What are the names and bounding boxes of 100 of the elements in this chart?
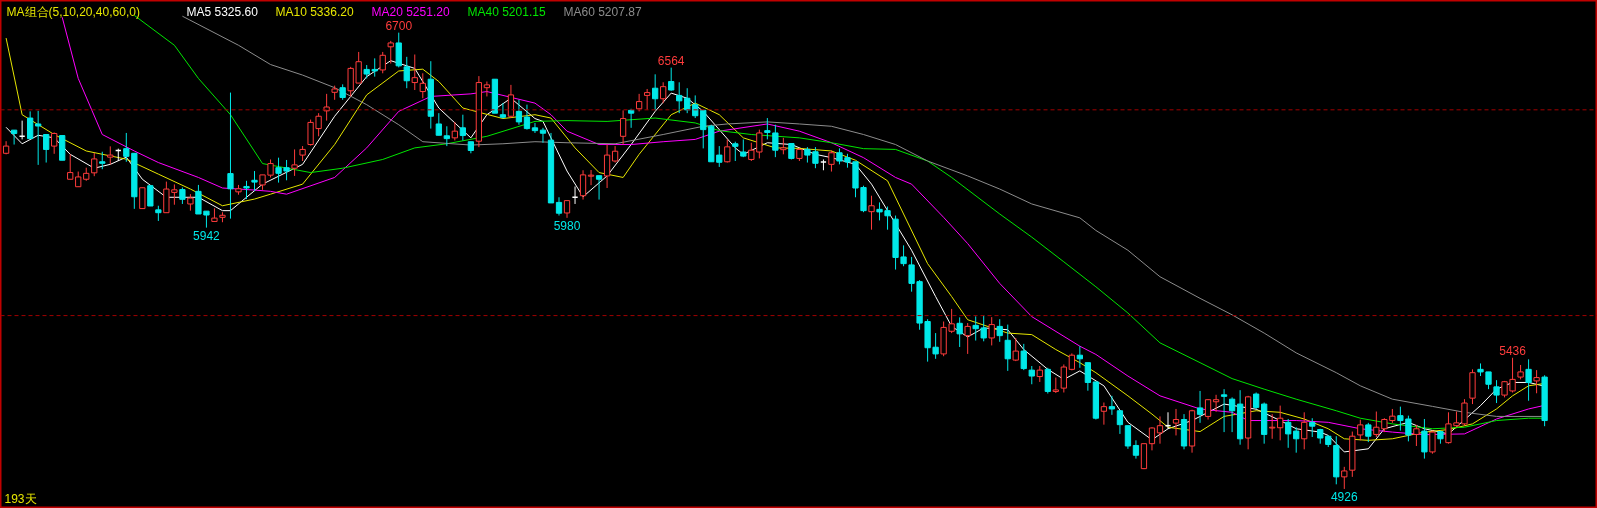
text: MA60 5207.87 xyxy=(563,4,642,19)
candlestick xyxy=(419,72,426,99)
candlestick xyxy=(35,110,42,166)
candlestick xyxy=(291,148,298,177)
candlestick xyxy=(1044,367,1051,395)
candlestick xyxy=(515,99,523,126)
candlestick xyxy=(10,129,18,146)
candlestick xyxy=(1148,426,1156,451)
candlestick xyxy=(676,81,683,114)
candlestick xyxy=(379,51,386,74)
candlestick xyxy=(523,104,531,131)
candlestick xyxy=(1413,424,1420,447)
candlestick xyxy=(139,187,146,210)
candlestick xyxy=(1365,422,1372,443)
candlestick xyxy=(1357,419,1364,441)
candlestick xyxy=(227,92,234,220)
candlestick xyxy=(1493,379,1500,404)
candlestick xyxy=(1196,390,1204,424)
candlestick xyxy=(1533,369,1540,394)
candlestick xyxy=(724,138,731,164)
candlestick xyxy=(1084,362,1092,392)
candlestick xyxy=(1028,365,1035,385)
annotation: 6700 xyxy=(385,18,413,33)
candlestick xyxy=(107,145,114,165)
candlestick xyxy=(387,40,394,65)
candlestick xyxy=(451,121,458,141)
candlestick xyxy=(507,84,515,119)
candlestick xyxy=(772,124,779,158)
candlestick xyxy=(644,88,651,111)
text: MA10 5336.20 xyxy=(275,4,354,19)
candlestick xyxy=(1156,415,1164,445)
candlestick xyxy=(555,196,563,217)
candlestick xyxy=(1269,413,1276,440)
candlestick xyxy=(988,316,995,346)
candlestick xyxy=(243,180,250,200)
candlestick xyxy=(627,108,635,129)
candlestick xyxy=(1341,466,1348,490)
candlestick xyxy=(411,54,418,91)
candlestick xyxy=(964,322,971,355)
candlestick xyxy=(1204,398,1212,420)
text: MA40 5201.15 xyxy=(467,4,546,19)
text: MA20 5251.20 xyxy=(371,4,450,19)
candlestick xyxy=(1060,363,1067,393)
candlestick xyxy=(619,109,627,146)
candlestick xyxy=(1212,394,1220,413)
annotation: 4926 xyxy=(1330,489,1358,504)
candlestick xyxy=(868,195,875,231)
candlestick xyxy=(1277,405,1284,441)
candlestick xyxy=(395,32,402,68)
candlestick xyxy=(267,158,274,178)
candlestick xyxy=(323,93,330,122)
candlestick xyxy=(1132,439,1140,460)
candlestick xyxy=(1301,411,1308,450)
candlestick xyxy=(1285,418,1292,449)
candlestick xyxy=(603,144,611,189)
candlestick xyxy=(459,114,466,141)
candlestick xyxy=(956,316,963,348)
candlestick xyxy=(1293,426,1300,454)
candlestick xyxy=(1228,396,1236,433)
candlestick xyxy=(435,112,442,136)
candlestick xyxy=(27,110,34,140)
candlestick xyxy=(1172,408,1180,436)
candlestick xyxy=(1124,425,1132,450)
candlestick xyxy=(499,102,507,120)
candlestick xyxy=(1020,343,1027,371)
candlestick xyxy=(539,127,547,144)
candlestick xyxy=(652,73,659,111)
candlestick xyxy=(251,170,258,192)
annotation: 6564 xyxy=(657,53,685,68)
candlestick xyxy=(51,131,58,155)
candlestick xyxy=(1004,324,1011,372)
candlestick xyxy=(732,141,739,162)
candlestick xyxy=(587,169,595,186)
candlestick xyxy=(531,122,539,134)
candlestick xyxy=(1100,402,1108,426)
candlestick xyxy=(43,134,50,164)
candlestick xyxy=(403,56,410,89)
candlestick xyxy=(483,81,491,97)
candlestick xyxy=(1108,395,1116,416)
annotation: 5436 xyxy=(1499,343,1527,358)
candlestick xyxy=(1220,388,1228,433)
candlestick xyxy=(1309,417,1316,438)
candlestick xyxy=(147,185,154,207)
candlestick xyxy=(636,93,643,112)
candlestick xyxy=(443,125,450,147)
candlestick xyxy=(996,318,1003,343)
annotation: 193天 xyxy=(4,491,37,506)
candlestick xyxy=(1525,358,1532,402)
candlestick xyxy=(660,81,667,104)
candlestick xyxy=(1116,410,1124,435)
candlestick xyxy=(668,67,675,92)
candlestick xyxy=(1421,418,1428,460)
candlestick xyxy=(595,175,603,201)
annotation: 5942 xyxy=(193,228,221,243)
candlestick xyxy=(764,117,771,140)
text: MA5 5325.60 xyxy=(186,4,259,19)
candlestick xyxy=(91,152,98,177)
candlestick xyxy=(828,149,835,173)
candlestick xyxy=(579,169,587,201)
annotation: MA组合(5,10,20,40,60,0) xyxy=(6,4,140,19)
